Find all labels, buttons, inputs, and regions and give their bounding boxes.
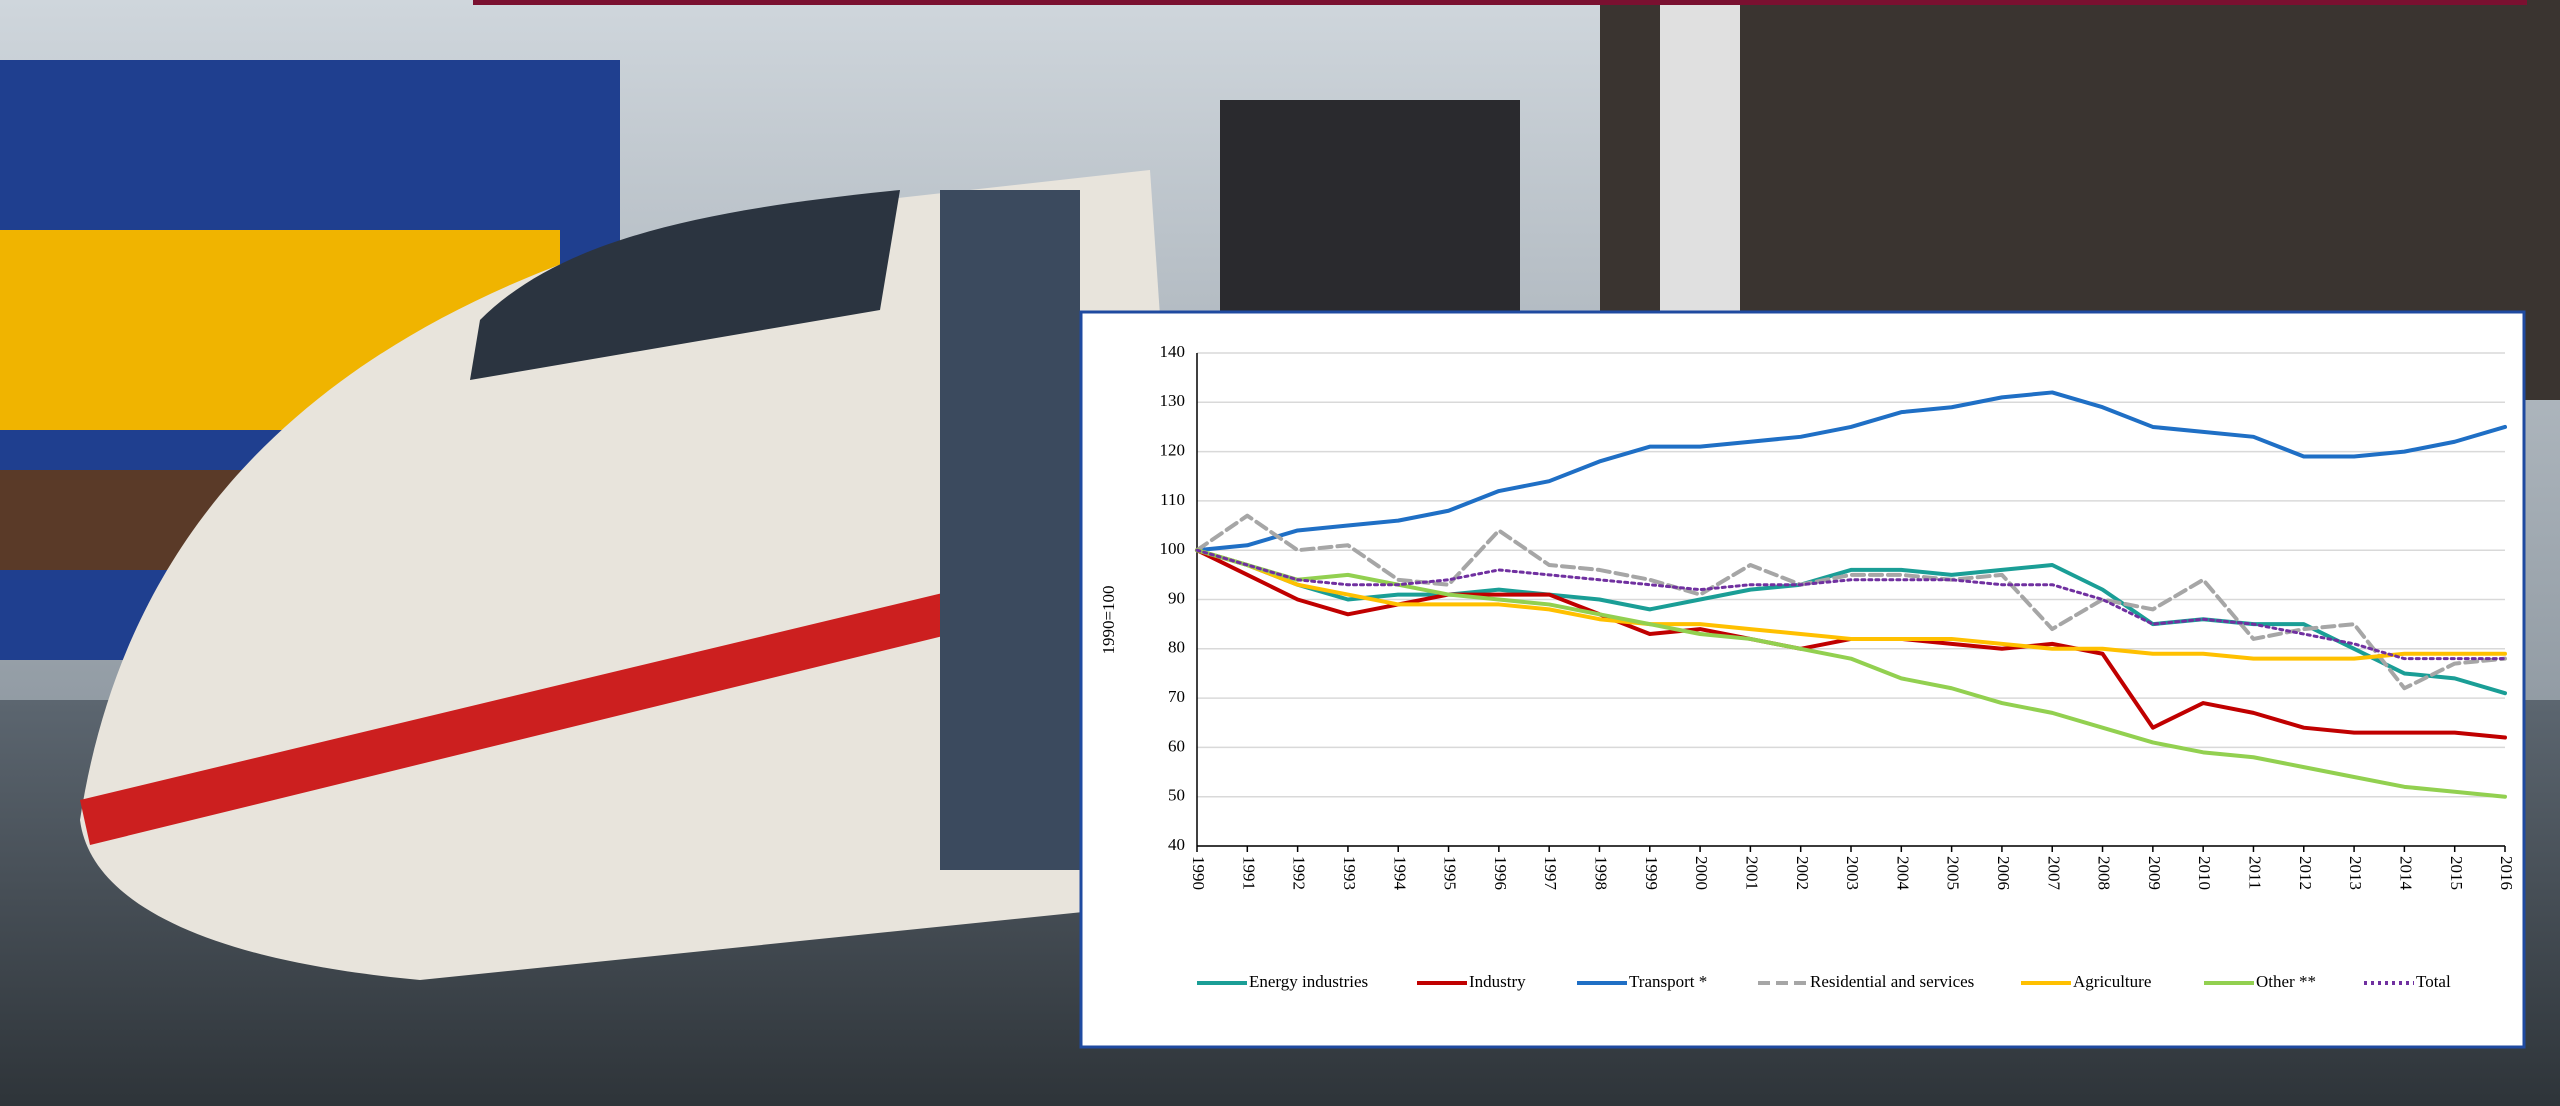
x-tick-label: 1994 — [1390, 856, 1409, 891]
legend-label: Transport * — [1629, 972, 1707, 991]
legend-label: Agriculture — [2073, 972, 2151, 991]
series-line — [1195, 548, 2507, 661]
x-tick-label: 2011 — [2246, 856, 2265, 889]
x-tick-label: 2012 — [2296, 856, 2315, 890]
series-line — [1195, 548, 2507, 799]
x-tick-label: 1991 — [1239, 856, 1258, 890]
x-tick-label: 1997 — [1541, 856, 1560, 891]
x-tick-label: 2016 — [2497, 856, 2516, 890]
x-tick-label: 1992 — [1290, 856, 1309, 890]
y-tick-label: 50 — [1168, 786, 1185, 805]
y-tick-label: 110 — [1160, 490, 1185, 509]
x-tick-label: 2004 — [1893, 856, 1912, 891]
y-tick-label: 40 — [1168, 835, 1185, 854]
y-tick-label: 140 — [1160, 342, 1186, 361]
x-tick-label: 2003 — [1843, 856, 1862, 890]
x-tick-label: 1998 — [1592, 856, 1611, 890]
x-tick-label: 2008 — [2095, 856, 2114, 890]
x-tick-label: 2009 — [2145, 856, 2164, 890]
series-line — [1195, 513, 2507, 691]
x-tick-label: 2000 — [1692, 856, 1711, 890]
y-tick-label: 100 — [1160, 539, 1186, 558]
x-tick-label: 2013 — [2346, 856, 2365, 890]
legend-label: Industry — [1469, 972, 1526, 991]
y-tick-label: 130 — [1160, 391, 1186, 410]
y-tick-label: 70 — [1168, 687, 1185, 706]
x-tick-label: 2002 — [1793, 856, 1812, 890]
y-tick-label: 90 — [1168, 588, 1185, 607]
x-tick-label: 2010 — [2195, 856, 2214, 890]
x-tick-label: 1990 — [1189, 856, 1208, 890]
y-tick-label: 60 — [1168, 736, 1185, 755]
y-tick-label: 120 — [1160, 441, 1186, 460]
series-line — [1195, 548, 2507, 661]
y-tick-label: 80 — [1168, 638, 1185, 657]
x-tick-label: 2001 — [1742, 856, 1761, 890]
x-tick-label: 1999 — [1642, 856, 1661, 890]
legend-label: Residential and services — [1810, 972, 1974, 991]
y-axis-title: 1990=100 — [1099, 585, 1118, 654]
legend-label: Other ** — [2256, 972, 2316, 991]
legend-label: Total — [2416, 972, 2451, 991]
x-tick-label: 1993 — [1340, 856, 1359, 890]
x-tick-label: 2007 — [2044, 856, 2063, 891]
x-tick-label: 1996 — [1491, 856, 1510, 890]
x-tick-label: 2014 — [2396, 856, 2415, 891]
chart-panel — [1079, 310, 2526, 1049]
legend-label: Energy industries — [1249, 972, 1368, 991]
series-line — [1195, 390, 2507, 553]
x-tick-label: 1995 — [1441, 856, 1460, 890]
x-tick-label: 2006 — [1994, 856, 2013, 890]
series-line — [1195, 548, 2507, 696]
x-tick-label: 2005 — [1944, 856, 1963, 890]
x-tick-label: 2015 — [2447, 856, 2466, 890]
